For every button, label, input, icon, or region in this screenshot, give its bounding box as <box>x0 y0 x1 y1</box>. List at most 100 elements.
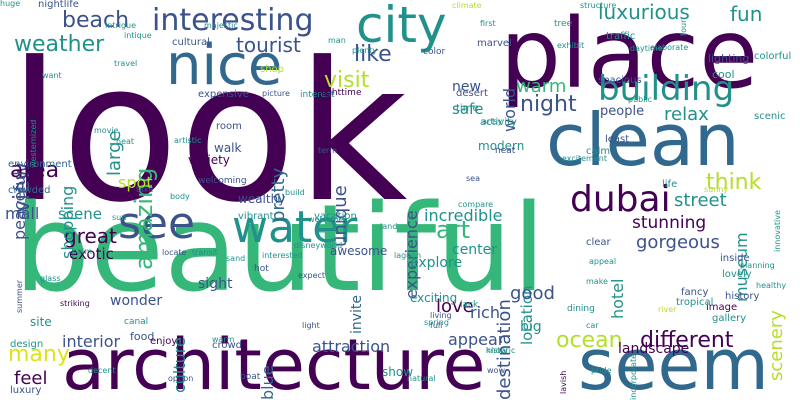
word-land: land <box>380 222 398 231</box>
word-activity: activity <box>480 117 517 128</box>
word-scene: scene <box>58 205 103 223</box>
word-body: body <box>170 192 190 201</box>
word-decent: decent <box>88 366 116 375</box>
word-palm: palm <box>72 247 92 256</box>
word-tourist: tourist <box>236 33 301 57</box>
word-wonder: wonder <box>110 293 163 309</box>
word-daytime: daytime <box>630 44 663 53</box>
word-love: love <box>436 296 474 317</box>
word-design: design <box>10 339 44 350</box>
word-visit: visit <box>324 68 370 93</box>
word-lavish: lavish <box>559 370 568 394</box>
word-vibrant: vibrant <box>238 211 274 222</box>
word-variety: variety <box>188 153 230 167</box>
word-ocean: ocean <box>556 328 623 353</box>
word-color: color <box>423 47 446 57</box>
word-clear: clear <box>586 237 611 248</box>
word-beautiful: beautiful <box>14 180 546 319</box>
word-gallery: gallery <box>712 313 747 324</box>
word-locate: locate <box>162 248 187 257</box>
word-first: first <box>480 19 496 28</box>
word-majestic: majestic <box>204 21 238 30</box>
word-new: new <box>452 79 481 95</box>
word-sea: sea <box>466 174 480 183</box>
word-plenty: plenty <box>352 46 378 55</box>
word-safe: safe <box>452 100 484 118</box>
word-picture: picture <box>262 89 290 98</box>
word-crowd: crowd <box>212 340 243 351</box>
word-striking: striking <box>60 299 90 308</box>
word-water: water <box>232 202 358 253</box>
word-exhibit: exhibit <box>557 41 585 50</box>
word-relax: relax <box>664 104 709 125</box>
word-stunning: stunning <box>632 213 707 233</box>
word-tree: tree <box>554 19 573 29</box>
word-nice: nice <box>166 33 283 98</box>
word-image: image <box>706 302 738 313</box>
word-life: life <box>662 179 678 190</box>
word-wow: wow <box>487 366 505 375</box>
word-healthy: healthy <box>756 281 787 290</box>
word-interior: interior <box>62 332 121 351</box>
word-sun: sun <box>112 213 127 222</box>
word-lighting: lighting <box>708 52 750 65</box>
word-river: river <box>658 305 677 314</box>
word-warm: warm <box>212 335 235 344</box>
word-living: living <box>430 311 452 320</box>
word-intrigue: intrigue <box>105 21 137 30</box>
word-full: full <box>430 321 443 330</box>
word-sight: sight <box>198 276 233 292</box>
word-luxurious: luxurious <box>598 0 690 24</box>
word-people: people <box>600 104 645 119</box>
word-know: know <box>486 346 508 355</box>
word-seem: seem <box>578 324 769 400</box>
word-dubai: dubai <box>570 179 671 220</box>
word-canal: canal <box>124 317 149 327</box>
word-expensive: expensive <box>198 89 249 100</box>
word-explore: explore <box>410 255 463 271</box>
word-vacation: vacation <box>314 211 357 222</box>
word-glass: glass <box>40 274 61 283</box>
word-history: history <box>725 291 760 302</box>
word-climate: climate <box>452 1 482 10</box>
word-good: good <box>510 283 555 304</box>
word-structure: structure <box>580 1 617 10</box>
word-tropical: tropical <box>676 297 714 308</box>
word-peaceful: peaceful <box>10 171 29 240</box>
word-exciting: exciting <box>410 291 458 305</box>
word-movie: movie <box>94 126 119 135</box>
word-desert: desert <box>456 88 488 99</box>
word-intique: intique <box>124 31 152 40</box>
word-light: light <box>302 321 320 330</box>
word-nighttime: nighttime <box>318 88 362 98</box>
word-blue: blue <box>258 365 277 400</box>
word-incorporate: incorporate <box>629 353 638 400</box>
word-luxury: luxury <box>10 385 42 396</box>
word-travel: travel <box>114 59 138 68</box>
word-spring: spring <box>424 318 449 327</box>
word-food: food <box>130 330 155 343</box>
word-expect: expect <box>298 271 326 280</box>
word-appeal: appeal <box>589 257 617 266</box>
word-show: show <box>382 365 414 379</box>
word-huge: huge <box>0 0 21 8</box>
word-natural: natural <box>407 374 436 383</box>
word-awesome: awesome <box>330 244 388 258</box>
word-place: place <box>500 0 759 110</box>
word-see: see <box>118 198 196 249</box>
word-attraction: attraction <box>312 337 391 356</box>
word-public: public <box>628 95 653 104</box>
word-man: man <box>328 36 346 45</box>
word-building: building <box>598 69 735 109</box>
word-sand: sand <box>226 254 246 263</box>
word-interesting: interesting <box>152 3 314 38</box>
word-spot: spot <box>118 173 153 192</box>
word-fun: fun <box>730 2 763 26</box>
word-summer: summer <box>15 279 24 313</box>
word-shop: shop <box>260 64 285 75</box>
word-hotel: hotel <box>608 278 627 320</box>
word-historic: historic <box>486 346 516 355</box>
word-calm: calm <box>586 146 611 157</box>
word-take: take <box>136 185 154 194</box>
